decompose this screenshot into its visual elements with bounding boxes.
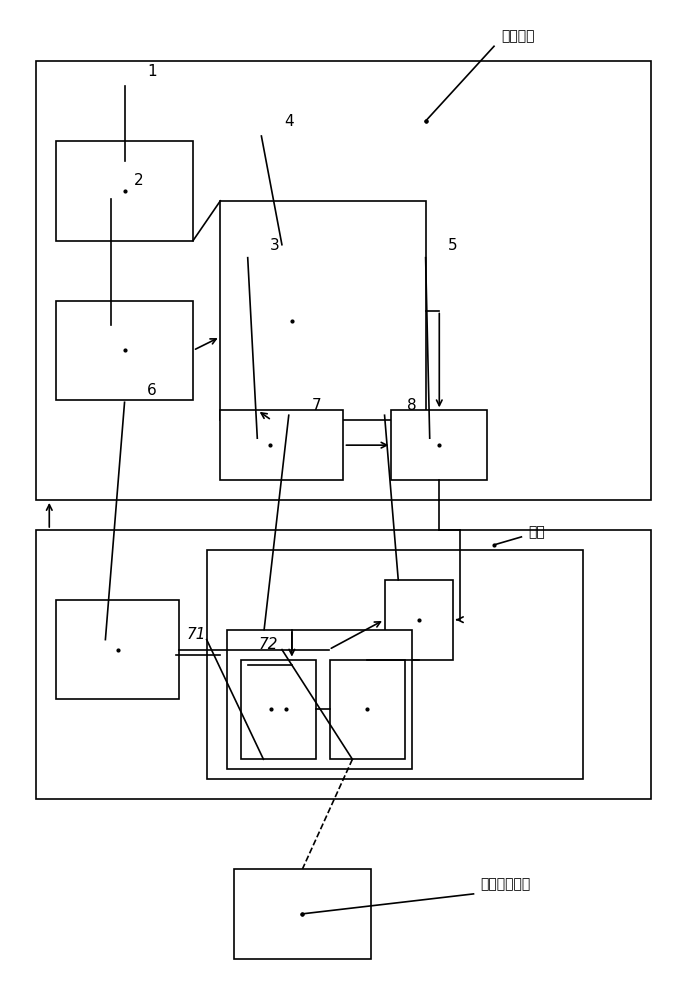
Text: 1: 1 xyxy=(147,64,157,79)
Text: 2: 2 xyxy=(133,173,143,188)
Bar xyxy=(241,660,316,759)
Bar xyxy=(56,600,179,699)
Text: 数据储存网络: 数据储存网络 xyxy=(480,877,530,891)
Text: 5: 5 xyxy=(448,238,458,253)
Bar xyxy=(227,630,412,769)
Text: 8: 8 xyxy=(407,398,417,413)
Text: 71: 71 xyxy=(187,627,206,642)
Bar xyxy=(56,301,193,400)
Bar xyxy=(36,530,651,799)
Bar xyxy=(36,61,651,500)
Text: 72: 72 xyxy=(258,637,278,652)
Bar xyxy=(330,660,405,759)
Text: 7: 7 xyxy=(311,398,321,413)
Text: 4: 4 xyxy=(284,114,293,129)
Bar xyxy=(234,869,371,959)
Bar xyxy=(385,580,453,660)
Bar xyxy=(221,201,426,420)
Bar xyxy=(221,410,344,480)
Text: 3: 3 xyxy=(270,238,280,253)
Text: 验证设备: 验证设备 xyxy=(501,29,534,43)
Text: 终端: 终端 xyxy=(528,525,545,539)
Bar xyxy=(56,141,193,241)
Bar xyxy=(207,550,583,779)
Bar xyxy=(392,410,487,480)
Text: 6: 6 xyxy=(147,383,157,398)
